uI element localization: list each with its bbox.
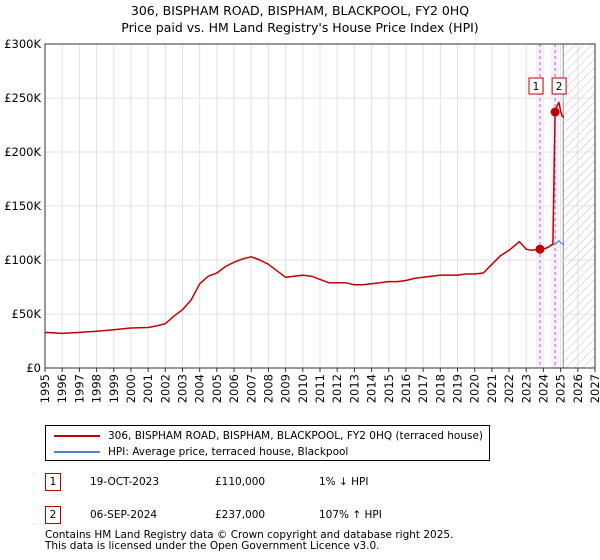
- x-tick-label: 2026: [571, 374, 585, 403]
- chart-title-block: 306, BISPHAM ROAD, BISPHAM, BLACKPOOL, F…: [0, 2, 600, 36]
- legend-entry-hpi: HPI: Average price, terraced house, Blac…: [54, 445, 348, 459]
- x-tick-label: 1995: [38, 374, 52, 403]
- annotation-label: 1: [533, 81, 540, 93]
- property-price-line: [44, 101, 565, 335]
- x-tick-label: 2002: [158, 374, 172, 403]
- transaction-date: 19-OCT-2023: [90, 476, 159, 488]
- annotation-box: [551, 77, 567, 95]
- x-tick-label: 2004: [193, 374, 207, 403]
- sale-point: [550, 107, 560, 117]
- footer: Contains HM Land Registry data © Crown c…: [45, 530, 453, 552]
- y-tick-label: £100K: [4, 253, 41, 267]
- x-tick-label: 2024: [536, 374, 550, 403]
- annotation-label: 2: [556, 81, 563, 93]
- legend-label-property: 306, BISPHAM ROAD, BISPHAM, BLACKPOOL, F…: [108, 430, 484, 442]
- x-tick-label: 2013: [347, 374, 361, 403]
- legend-entry-property: 306, BISPHAM ROAD, BISPHAM, BLACKPOOL, F…: [54, 429, 483, 443]
- y-tick-label: £250K: [4, 91, 41, 105]
- x-tick-label: 2012: [330, 374, 344, 403]
- x-tick-label: 1999: [107, 374, 121, 403]
- transaction-price: £237,000: [215, 509, 266, 521]
- x-tick-label: 2019: [451, 374, 465, 403]
- x-tick-label: 2008: [261, 374, 275, 403]
- x-tick-label: 2006: [227, 374, 241, 403]
- x-tick-label: 2025: [554, 374, 568, 403]
- annotation-marker: 1: [528, 77, 544, 95]
- x-tick-label: 2014: [365, 374, 379, 403]
- legend: 306, BISPHAM ROAD, BISPHAM, BLACKPOOL, F…: [45, 425, 490, 461]
- x-tick-label: 2022: [502, 374, 516, 403]
- transaction-price: £110,000: [215, 476, 266, 488]
- y-tick-label: £150K: [4, 199, 41, 213]
- transaction-hpi-change: 107% ↑ HPI: [319, 509, 382, 521]
- transaction-hpi-change: 1% ↓ HPI: [319, 476, 369, 488]
- chart-subtitle: Price paid vs. HM Land Registry's House …: [121, 20, 479, 35]
- transaction-number-badge: 1: [45, 473, 61, 491]
- x-tick-label: 2009: [279, 374, 293, 403]
- x-tick-label: 2000: [124, 374, 138, 403]
- sale-point: [535, 244, 545, 254]
- x-tick-label: 2001: [141, 374, 155, 403]
- legend-swatch-property: [54, 435, 100, 437]
- x-tick-label: 2021: [485, 374, 499, 403]
- x-tick-label: 2020: [468, 374, 482, 403]
- x-tick-label: 2016: [399, 374, 413, 403]
- y-tick-label: £0: [26, 361, 41, 375]
- y-tick-label: £300K: [4, 37, 41, 51]
- x-tick-label: 2005: [210, 374, 224, 403]
- legend-label-hpi: HPI: Average price, terraced house, Blac…: [108, 446, 349, 458]
- annotation-box: [528, 77, 544, 95]
- x-tick-label: 2027: [588, 374, 600, 403]
- x-tick-label: 1998: [90, 374, 104, 403]
- transaction-date: 06-SEP-2024: [90, 509, 158, 521]
- x-tick-label: 2003: [176, 374, 190, 403]
- x-tick-label: 2023: [519, 374, 533, 403]
- x-tick-label: 2010: [296, 374, 310, 403]
- annotation-marker: 2: [551, 77, 567, 95]
- footer-copyright: Contains HM Land Registry data © Crown c…: [45, 529, 454, 541]
- x-tick-label: 2017: [416, 374, 430, 403]
- x-tick-label: 2011: [313, 374, 327, 403]
- chart-title: 306, BISPHAM ROAD, BISPHAM, BLACKPOOL, F…: [130, 3, 470, 18]
- x-tick-label: 1997: [72, 374, 86, 403]
- y-tick-label: £50K: [12, 307, 42, 321]
- x-tick-label: 2015: [382, 374, 396, 403]
- x-tick-label: 2018: [433, 374, 447, 403]
- x-tick-label: 1996: [55, 374, 69, 403]
- y-tick-label: £200K: [4, 145, 41, 159]
- footer-licence: This data is licensed under the Open Gov…: [45, 540, 380, 552]
- legend-swatch-hpi: [54, 451, 100, 453]
- transaction-number-badge: 2: [45, 506, 61, 524]
- x-tick-label: 2007: [244, 374, 258, 403]
